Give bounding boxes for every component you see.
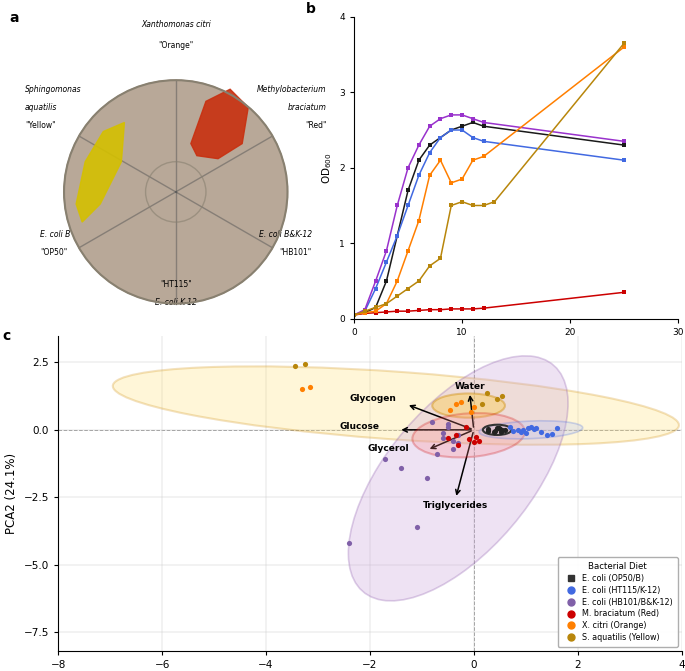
Text: "Red": "Red" [306,121,327,130]
Point [528,423,539,434]
Point [518,425,529,435]
Ellipse shape [412,413,525,458]
Point [505,422,516,433]
Point [437,433,448,444]
Point [463,434,474,445]
Polygon shape [191,89,248,158]
Point [427,417,438,427]
Point [489,425,500,436]
Point [492,393,503,404]
Point [483,425,494,436]
Polygon shape [76,122,125,222]
Text: a: a [10,11,19,25]
Point [460,422,471,433]
Point [453,440,464,450]
Point [450,399,461,409]
Point [495,427,506,437]
Text: E. coli K-12: E. coli K-12 [155,298,197,307]
Point [551,423,562,434]
Point [497,391,508,401]
Ellipse shape [479,421,583,439]
Point [483,423,494,434]
Point [531,422,542,433]
Y-axis label: OD$_{600}$: OD$_{600}$ [320,152,334,184]
Point [541,429,552,440]
Text: "HT115": "HT115" [160,280,192,289]
Point [546,429,557,440]
Point [443,419,453,430]
Ellipse shape [432,393,505,418]
Ellipse shape [113,366,679,445]
Point [482,388,493,399]
Point [344,537,355,548]
Point [499,425,510,435]
Text: Methylobacterium: Methylobacterium [258,85,327,94]
X-axis label: Time (Hours): Time (Hours) [482,342,550,352]
Point [432,449,443,460]
Ellipse shape [349,356,568,601]
Point [421,473,432,484]
Point [443,422,453,433]
Point [289,361,300,372]
Point [466,407,477,417]
Text: E. coli B: E. coli B [40,229,71,239]
Y-axis label: PCA2 (24.1%): PCA2 (24.1%) [5,453,18,533]
Point [495,423,506,434]
Text: E. coli B&K-12: E. coli B&K-12 [258,229,312,239]
Point [525,421,536,432]
Circle shape [64,80,288,303]
Point [450,429,461,440]
Point [512,425,523,435]
Point [447,435,458,446]
Text: "HB101": "HB101" [279,248,312,257]
Point [305,382,316,393]
Point [523,422,534,433]
Point [437,427,448,438]
Point [521,427,532,438]
Point [411,521,422,532]
Point [453,438,464,449]
Point [456,396,466,407]
Point [395,462,406,473]
Point [297,384,308,395]
Point [469,401,479,412]
Point [492,422,503,433]
Point [453,430,464,441]
Point [380,454,391,465]
Point [536,427,547,437]
Point [476,399,487,409]
Text: Xanthomonas citri: Xanthomonas citri [141,19,210,29]
Text: Triglycerides: Triglycerides [423,501,488,511]
Text: "OP50": "OP50" [40,248,67,257]
Text: b: b [306,2,315,15]
Point [473,435,484,446]
Text: braciatum: braciatum [288,103,327,112]
Point [508,425,519,436]
Text: "Orange": "Orange" [158,41,193,50]
Text: c: c [2,329,10,343]
Point [469,437,479,448]
Point [299,358,310,369]
Point [488,427,499,437]
Text: "Yellow": "Yellow" [25,121,55,130]
Point [471,431,482,442]
Point [447,444,458,454]
Text: Glucose: Glucose [340,422,379,431]
Text: aquatilis: aquatilis [25,103,57,112]
Legend: E. coli (OP50/B), E. coli (HT115/K-12), E. coli (HB101/B&K-12), M. braciatum (Re: E. coli (OP50/B), E. coli (HT115/K-12), … [558,557,677,647]
Text: Water: Water [454,382,485,391]
Text: Sphingomonas: Sphingomonas [25,85,82,94]
Point [515,427,526,437]
Point [443,433,453,444]
Text: Glycogen: Glycogen [349,393,396,403]
Point [497,425,508,435]
Text: Glycerol: Glycerol [367,444,409,453]
Point [445,404,456,415]
Point [493,422,504,433]
